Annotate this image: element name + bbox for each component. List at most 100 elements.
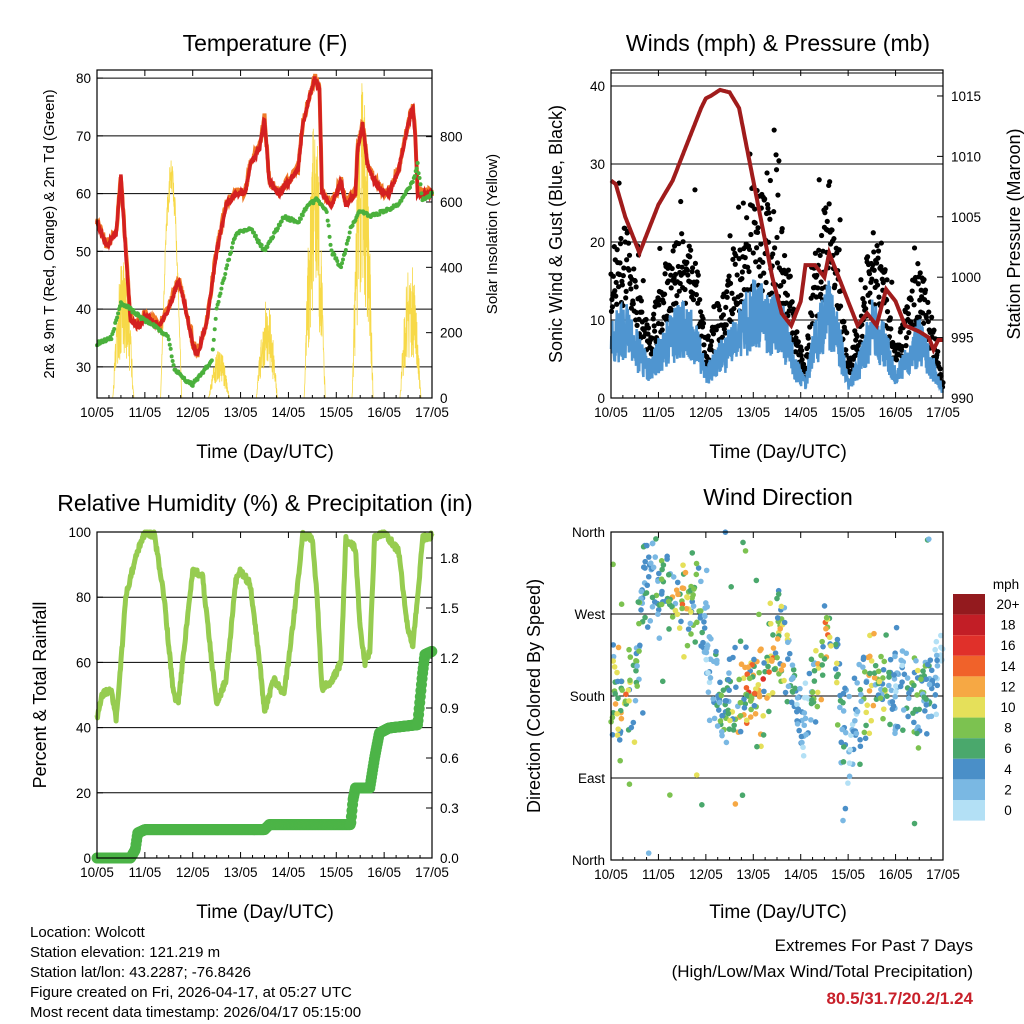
wind-direction-point xyxy=(653,536,659,542)
wind-direction-point xyxy=(647,618,654,624)
gust-point xyxy=(687,254,693,260)
gust-point xyxy=(874,260,880,266)
gust-point xyxy=(862,285,868,291)
plot-panel-0: 10/05 11/05 12/05 13/05 14/05 15/05 16/05 17/05… xyxy=(76,70,463,420)
gust-point xyxy=(672,271,679,278)
gust-point xyxy=(744,264,751,270)
wind-direction-point xyxy=(656,635,663,641)
wind-direction-point xyxy=(914,667,921,674)
legend-label: 0 xyxy=(1004,803,1012,818)
gust-point xyxy=(670,248,676,254)
wind-direction-point xyxy=(929,677,936,684)
gust-point xyxy=(767,216,773,222)
humidity-title: Relative Humidity (%) & Precipitation (i… xyxy=(57,490,472,516)
wind-direction-point xyxy=(784,639,791,646)
wind-direction-point xyxy=(616,737,623,743)
gust-point xyxy=(631,266,637,272)
gust-point xyxy=(692,260,699,266)
gust-point xyxy=(781,252,788,259)
gust-point xyxy=(763,279,769,286)
wind-direction-point xyxy=(655,611,661,618)
dewpoint-point xyxy=(277,223,282,228)
gust-point xyxy=(754,245,760,251)
wind-direction-point xyxy=(809,697,815,703)
gust-point xyxy=(688,247,694,253)
dewpoint-point xyxy=(169,354,174,359)
wind-direction-point xyxy=(756,693,763,700)
plot-border xyxy=(96,69,433,399)
gust-point xyxy=(905,311,911,317)
wind-direction-point xyxy=(861,729,868,736)
wind-direction-point xyxy=(823,625,829,632)
dewpoint-point xyxy=(259,242,264,247)
wind-direction-point xyxy=(812,719,819,725)
wind-direction-point xyxy=(778,667,785,673)
dewpoint-point xyxy=(165,334,170,339)
gust-point xyxy=(614,301,620,307)
wind-direction-point xyxy=(847,746,853,753)
wind-direction-point xyxy=(760,676,767,682)
dewpoint-point xyxy=(225,263,230,268)
wind-direction-point xyxy=(728,584,734,590)
gust-point xyxy=(612,288,618,294)
gust-point xyxy=(669,265,675,272)
gust-point xyxy=(746,268,752,275)
gust-point xyxy=(744,215,750,221)
dewpoint-point xyxy=(170,359,175,364)
dewpoint-point xyxy=(327,234,332,239)
legend-label: 6 xyxy=(1004,741,1012,756)
wind-direction-point xyxy=(751,656,757,663)
wind-direction-point xyxy=(710,696,716,702)
wind-direction-point xyxy=(893,624,900,631)
gust-point xyxy=(816,247,822,253)
x-tick-label: 14/05 xyxy=(272,405,306,420)
wind-direction-point xyxy=(794,694,801,701)
wind-direction-point xyxy=(748,706,754,713)
legend-swatch xyxy=(953,594,985,615)
dewpoint-point xyxy=(253,233,258,238)
wind-direction-point xyxy=(800,744,806,751)
wind-direction-point xyxy=(614,669,620,676)
plot-panel-3: 10/05 11/05 12/05 13/05 14/05 15/05 16/05 17/05… xyxy=(570,525,960,882)
gust-point xyxy=(674,293,680,299)
gust-point xyxy=(767,177,773,184)
gust-point xyxy=(626,267,632,273)
gust-point xyxy=(739,269,745,275)
x-tick-label: 16/05 xyxy=(367,865,401,880)
gust-point xyxy=(875,255,881,261)
gust-point xyxy=(649,335,655,341)
wind-direction-title: Wind Direction xyxy=(703,484,853,510)
wind-direction-point xyxy=(752,710,759,717)
wind-direction-point xyxy=(692,639,699,645)
wind-direction-point xyxy=(931,703,938,710)
wind-direction-point xyxy=(782,689,789,696)
gust-point xyxy=(716,303,722,309)
wind-direction-point xyxy=(673,587,680,593)
wind-direction-point xyxy=(890,703,897,709)
wind-direction-point xyxy=(658,576,665,583)
wind-direction-point xyxy=(637,642,643,649)
y-right-tick-label: 0.3 xyxy=(440,801,459,816)
gust-point xyxy=(774,260,781,266)
footer-recent: Most recent data timestamp: 2026/04/17 0… xyxy=(30,1004,361,1021)
gust-point xyxy=(795,339,801,345)
gust-point xyxy=(755,225,761,231)
wind-direction-point xyxy=(674,611,681,618)
wind-direction-point xyxy=(658,591,665,597)
gust-point xyxy=(773,167,780,173)
y-tick-label: 20 xyxy=(590,235,605,250)
wind-direction-point xyxy=(815,660,821,667)
x-tick-label: 17/05 xyxy=(926,405,960,420)
gust-point xyxy=(869,276,875,282)
gust-point xyxy=(903,343,909,349)
x-tick-label: 16/05 xyxy=(367,405,401,420)
wind-direction-point xyxy=(730,727,737,733)
wind-direction-point xyxy=(868,717,875,724)
gust-point xyxy=(677,280,683,287)
wind-direction-point xyxy=(725,710,732,717)
wind-direction-point xyxy=(693,772,700,778)
gust-point xyxy=(664,313,670,319)
wind-direction-point xyxy=(744,671,751,678)
wind-direction-point xyxy=(790,666,797,673)
gust-point xyxy=(858,277,864,283)
